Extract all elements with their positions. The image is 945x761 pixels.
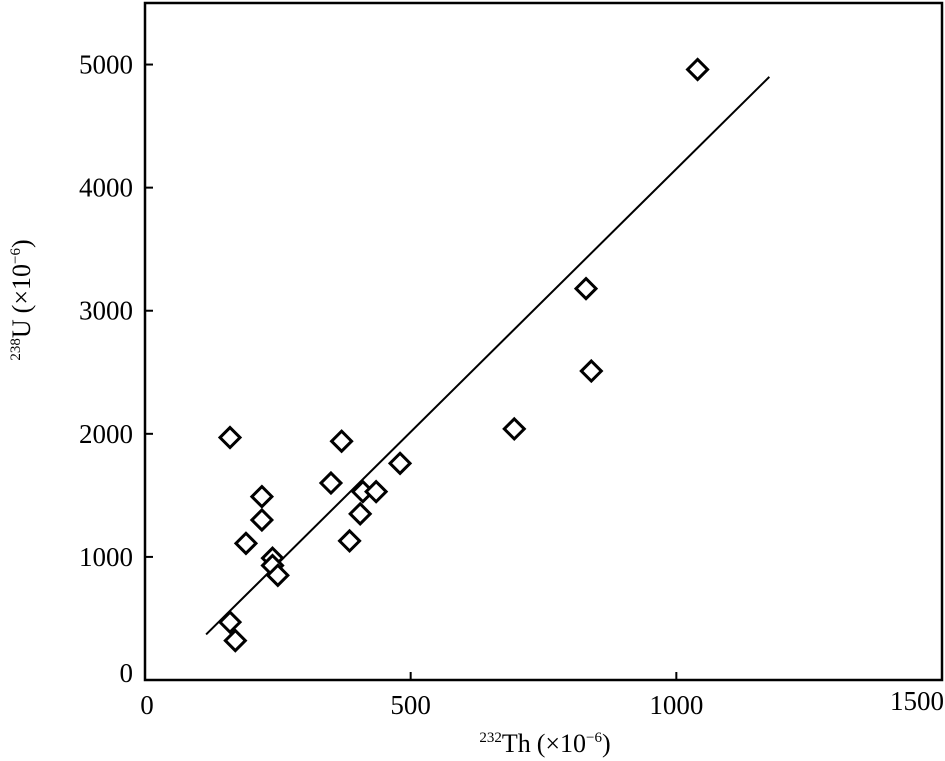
plot-frame	[143, 1, 944, 682]
trendline	[205, 76, 771, 636]
x-tick-label: 500	[390, 690, 431, 720]
x-tick-label: 1000	[649, 690, 703, 720]
data-point	[387, 451, 413, 476]
data-point	[364, 479, 389, 504]
data-point	[329, 429, 354, 454]
data-point	[502, 416, 527, 442]
data-point	[249, 507, 275, 533]
data-point	[233, 531, 259, 556]
y-tick-label: 1000	[79, 542, 133, 572]
data-point	[318, 470, 344, 496]
data-point	[573, 276, 599, 301]
data-point	[223, 628, 248, 653]
x-tick-label: 1500	[890, 686, 944, 716]
data-point	[249, 484, 275, 509]
y-tick-label: 3000	[79, 296, 133, 326]
y-axis: 0 1000 2000 3000 4000 5000	[79, 50, 153, 688]
x-axis: 0 500 1000 1500	[140, 672, 944, 720]
data-point	[337, 528, 362, 554]
data-point	[579, 358, 604, 384]
data-points	[217, 57, 710, 653]
y-tick-label: 2000	[79, 419, 133, 449]
data-point	[265, 563, 290, 588]
trendline-layer	[205, 76, 771, 636]
data-point	[685, 57, 710, 82]
y-tick-label: 5000	[79, 50, 133, 80]
x-tick-label: 0	[140, 690, 154, 720]
y-axis-title: 238U(×10−6)	[7, 239, 36, 360]
y-tick-label: 0	[120, 658, 134, 688]
x-axis-title: 232Th (×10−6)	[479, 729, 610, 758]
data-point	[217, 610, 243, 635]
y-tick-label: 4000	[79, 173, 133, 203]
data-point	[348, 501, 373, 526]
plot-border	[143, 1, 944, 682]
data-point	[217, 425, 243, 450]
